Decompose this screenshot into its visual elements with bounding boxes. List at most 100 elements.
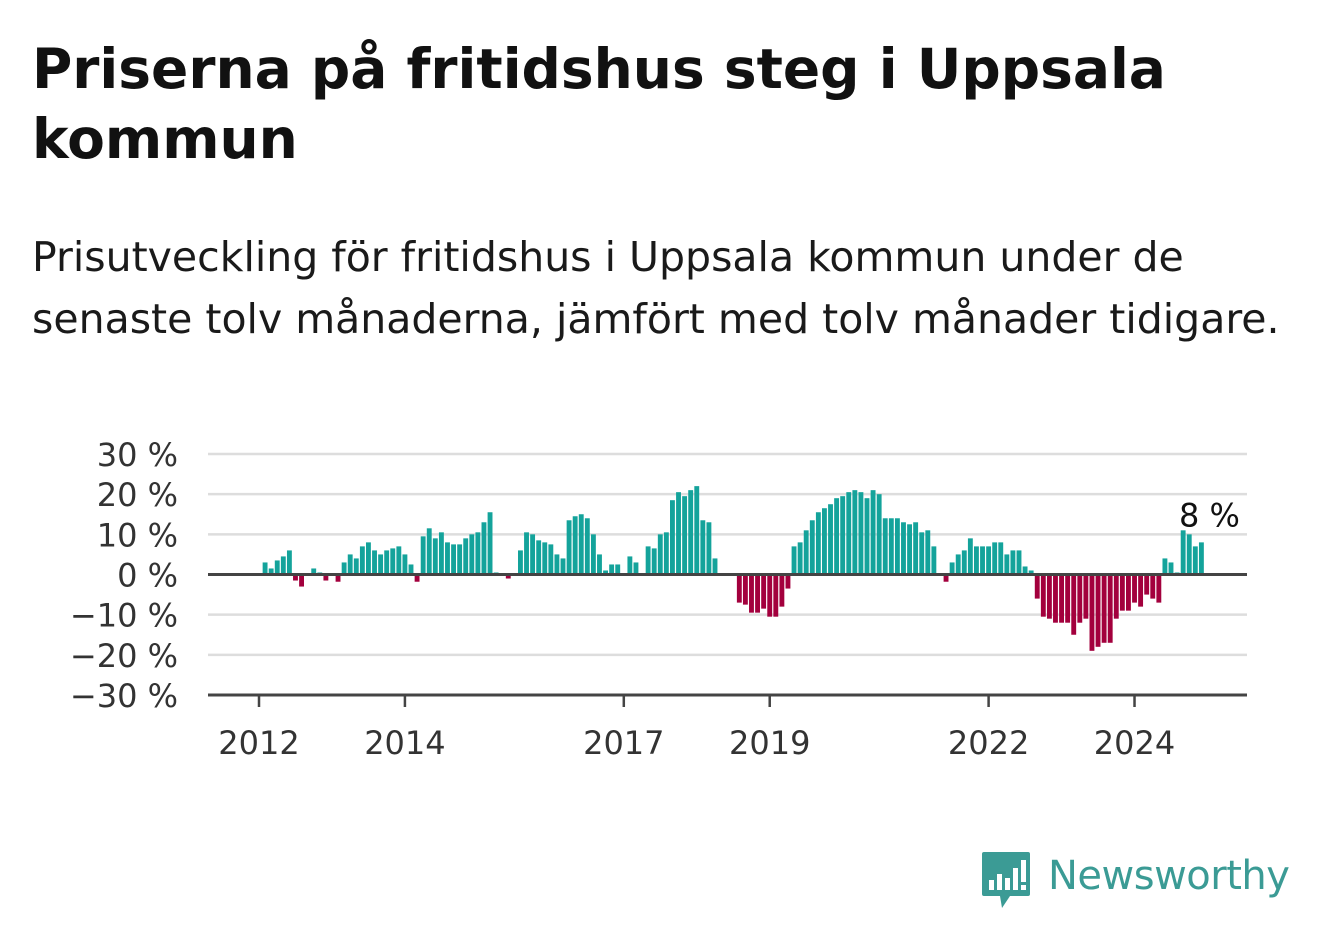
bar xyxy=(815,512,821,575)
bar xyxy=(943,574,949,582)
bar xyxy=(487,512,493,575)
bar xyxy=(341,562,347,575)
bar xyxy=(682,496,688,575)
bar xyxy=(1144,574,1150,595)
bar xyxy=(293,574,298,581)
bar xyxy=(791,546,797,575)
bar xyxy=(518,550,523,575)
bar xyxy=(323,574,329,581)
bar xyxy=(1083,574,1089,619)
bar xyxy=(651,548,657,575)
bar xyxy=(931,546,937,575)
bar xyxy=(797,542,803,575)
bar xyxy=(1053,574,1058,623)
axes xyxy=(208,573,1247,707)
bar xyxy=(597,554,602,575)
x-tick-label: 2024 xyxy=(1094,724,1175,762)
x-axis-labels: 2012 2014 2017 2019 2022 2024 xyxy=(218,724,1175,762)
bar xyxy=(359,546,365,575)
bar xyxy=(1156,574,1162,603)
y-tick-label: 20 % xyxy=(97,476,178,514)
bar xyxy=(1016,550,1022,575)
x-tick-label: 2012 xyxy=(218,724,299,762)
bar xyxy=(572,516,578,575)
bar xyxy=(1095,574,1101,647)
bar xyxy=(335,574,341,582)
bar xyxy=(809,520,815,575)
bar xyxy=(980,546,985,575)
bar xyxy=(1132,574,1137,603)
bar xyxy=(803,530,809,575)
bar xyxy=(1119,574,1125,611)
y-tick-label: −20 % xyxy=(70,637,178,675)
bar xyxy=(615,564,621,575)
bar xyxy=(858,492,864,575)
bar xyxy=(1192,546,1198,575)
y-tick-label: 30 % xyxy=(97,436,178,474)
y-tick-label: −10 % xyxy=(70,597,178,635)
bar xyxy=(949,562,955,575)
chart-title: Priserna på fritidshus steg i Uppsala ko… xyxy=(32,37,1166,171)
bar xyxy=(1101,574,1107,643)
bar xyxy=(1107,574,1113,643)
bar xyxy=(1028,570,1034,575)
newsworthy-logo-icon xyxy=(982,852,1030,908)
bar xyxy=(548,544,554,575)
newsworthy-logo: Newsworthy xyxy=(980,850,1300,910)
y-tick-label: 0 % xyxy=(117,557,178,595)
x-tick-label: 2019 xyxy=(729,724,810,762)
bar xyxy=(779,574,785,607)
bar xyxy=(438,532,444,575)
bar xyxy=(1180,530,1186,575)
annotations: 8 % xyxy=(1179,496,1240,534)
bar xyxy=(286,550,292,575)
bar xyxy=(967,538,973,575)
bar xyxy=(657,534,663,575)
bar xyxy=(353,558,359,575)
bar xyxy=(773,574,779,617)
bar xyxy=(578,514,584,575)
bar xyxy=(402,554,408,575)
bar xyxy=(901,522,906,575)
bar xyxy=(603,570,608,575)
bar xyxy=(694,486,700,575)
bar xyxy=(700,520,706,575)
bar xyxy=(1010,550,1016,575)
chart-subtitle: Prisutveckling för fritidshus i Uppsala … xyxy=(32,233,1280,343)
bar xyxy=(584,518,590,575)
bar xyxy=(846,492,852,575)
bar xyxy=(986,546,992,575)
bar xyxy=(268,568,274,575)
bar xyxy=(767,574,773,617)
bar xyxy=(1077,574,1083,623)
bar xyxy=(311,568,317,575)
y-tick-label: −30 % xyxy=(70,677,178,715)
bar xyxy=(451,544,456,575)
bar xyxy=(505,574,511,579)
bar xyxy=(992,542,998,575)
bar xyxy=(1065,574,1071,623)
bar xyxy=(761,574,767,609)
bar xyxy=(876,494,882,575)
bar xyxy=(384,550,390,575)
bar xyxy=(712,558,718,575)
bar xyxy=(366,542,371,575)
bar xyxy=(590,534,596,575)
bar xyxy=(663,532,669,575)
bar xyxy=(396,546,402,575)
bar xyxy=(262,562,268,575)
bar xyxy=(834,498,840,575)
bar xyxy=(785,574,791,589)
bar xyxy=(633,562,639,575)
bar xyxy=(822,508,827,575)
bar xyxy=(852,490,858,575)
bar xyxy=(475,532,481,575)
bar xyxy=(469,534,475,575)
bar xyxy=(1162,558,1168,575)
bar xyxy=(432,538,438,575)
bar xyxy=(840,496,846,575)
bar xyxy=(894,518,900,575)
bar xyxy=(882,518,888,575)
bar xyxy=(736,574,742,603)
bar xyxy=(749,574,754,613)
